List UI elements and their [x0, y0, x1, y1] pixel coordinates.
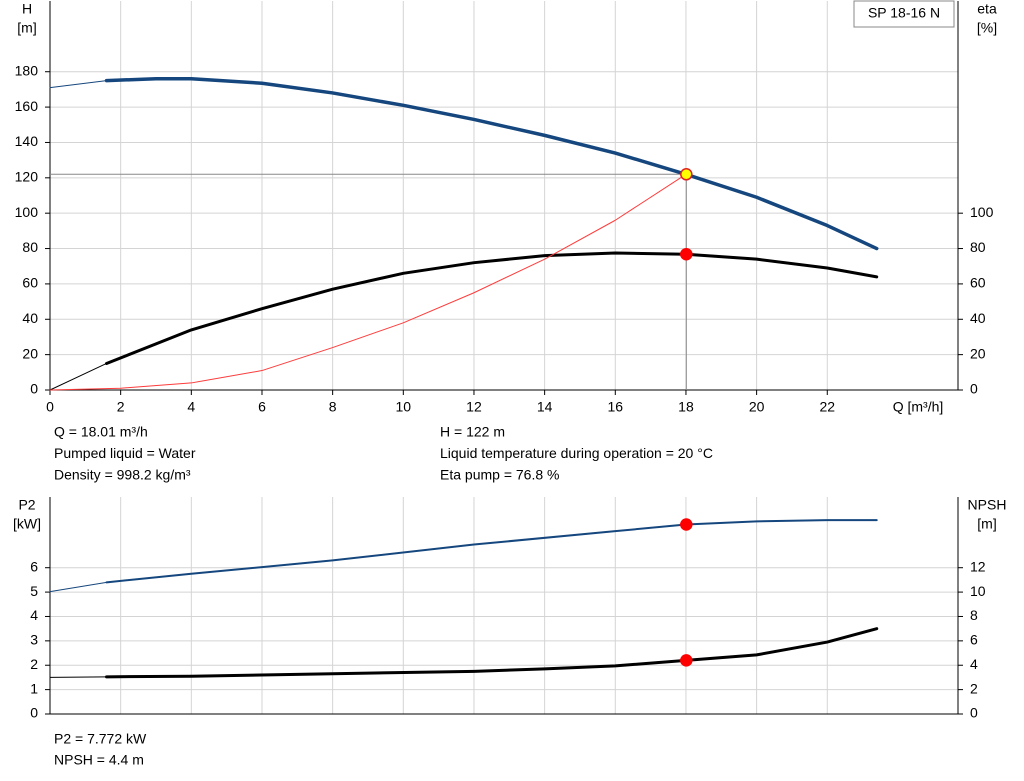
x-tick-label: 8 — [329, 399, 337, 415]
y-tick-label: 180 — [15, 62, 39, 78]
y-axis-label: P2 — [18, 497, 35, 513]
y2-axis-label: NPSH — [968, 497, 1007, 513]
operating-point — [680, 518, 693, 531]
y-axis-unit: [kW] — [13, 516, 41, 532]
y-tick-label: 100 — [15, 204, 39, 220]
y2-tick-label: 10 — [970, 583, 986, 599]
y-tick-label: 6 — [30, 558, 38, 574]
legend-box — [853, 0, 955, 28]
x-tick-label: 10 — [396, 399, 412, 415]
x-tick-label: 4 — [187, 399, 195, 415]
curve — [105, 519, 878, 584]
y-tick-label: 3 — [30, 632, 38, 648]
operating-point — [680, 168, 693, 181]
x-axis-label: Q [m³/h] — [893, 399, 944, 415]
y-tick-label: 80 — [22, 239, 38, 255]
operating-point — [680, 247, 693, 261]
y2-tick-label: 60 — [970, 275, 986, 291]
x-tick-label: 14 — [537, 399, 553, 415]
x-tick-label: 16 — [608, 399, 624, 415]
curve — [105, 251, 879, 365]
y2-tick-label: 12 — [970, 558, 986, 574]
y2-axis-unit: [m] — [977, 516, 996, 532]
y-tick-label: 40 — [22, 310, 38, 326]
x-tick-label: 22 — [819, 399, 835, 415]
y2-tick-label: 0 — [970, 705, 978, 721]
y2-tick-label: 40 — [970, 310, 986, 326]
y2-tick-label: 100 — [970, 204, 994, 220]
annotation: Pumped liquid = Water — [54, 445, 196, 461]
y2-axis-unit: [%] — [977, 20, 997, 36]
annotation: NPSH = 4.4 m — [54, 752, 144, 768]
x-tick-label: 2 — [117, 399, 125, 415]
y-tick-label: 160 — [15, 98, 39, 114]
y-tick-label: 0 — [30, 705, 38, 721]
operating-point — [680, 654, 693, 667]
y2-tick-label: 80 — [970, 239, 986, 255]
x-tick-label: 12 — [466, 399, 482, 415]
curve — [105, 627, 879, 679]
curve — [49, 581, 108, 593]
curve — [49, 173, 687, 391]
y-axis-unit: [m] — [17, 20, 36, 36]
y2-tick-label: 0 — [970, 381, 978, 397]
y2-tick-label: 8 — [970, 607, 978, 623]
legend-label: SP 18-16 N — [868, 5, 940, 21]
x-tick-label: 18 — [678, 399, 694, 415]
y-tick-label: 120 — [15, 169, 39, 185]
y2-tick-label: 2 — [970, 680, 978, 696]
y-tick-label: 1 — [30, 680, 38, 696]
annotation: Q = 18.01 m³/h — [54, 424, 148, 440]
y-tick-label: 5 — [30, 583, 38, 599]
y-axis-label: H — [22, 1, 32, 17]
y2-axis-label: eta — [977, 1, 997, 17]
annotation: Eta pump = 76.8 % — [440, 467, 559, 483]
annotation: Density = 998.2 kg/m³ — [54, 467, 191, 483]
y2-tick-label: 4 — [970, 656, 978, 672]
annotation: Liquid temperature during operation = 20… — [440, 445, 713, 461]
x-tick-label: 6 — [258, 399, 266, 415]
curve — [49, 362, 108, 391]
y-tick-label: 0 — [30, 381, 38, 397]
y-tick-label: 4 — [30, 607, 38, 623]
curve — [104, 77, 879, 251]
x-tick-label: 0 — [46, 399, 54, 415]
annotation: H = 122 m — [440, 424, 505, 440]
y-tick-label: 140 — [15, 133, 39, 149]
x-tick-label: 20 — [749, 399, 765, 415]
curve — [49, 80, 108, 89]
curve — [49, 676, 108, 678]
y2-tick-label: 6 — [970, 632, 978, 648]
annotation: P2 = 7.772 kW — [54, 731, 147, 747]
y-tick-label: 2 — [30, 656, 38, 672]
y-tick-label: 60 — [22, 275, 38, 291]
y2-tick-label: 20 — [970, 345, 986, 361]
y-tick-label: 20 — [22, 345, 38, 361]
